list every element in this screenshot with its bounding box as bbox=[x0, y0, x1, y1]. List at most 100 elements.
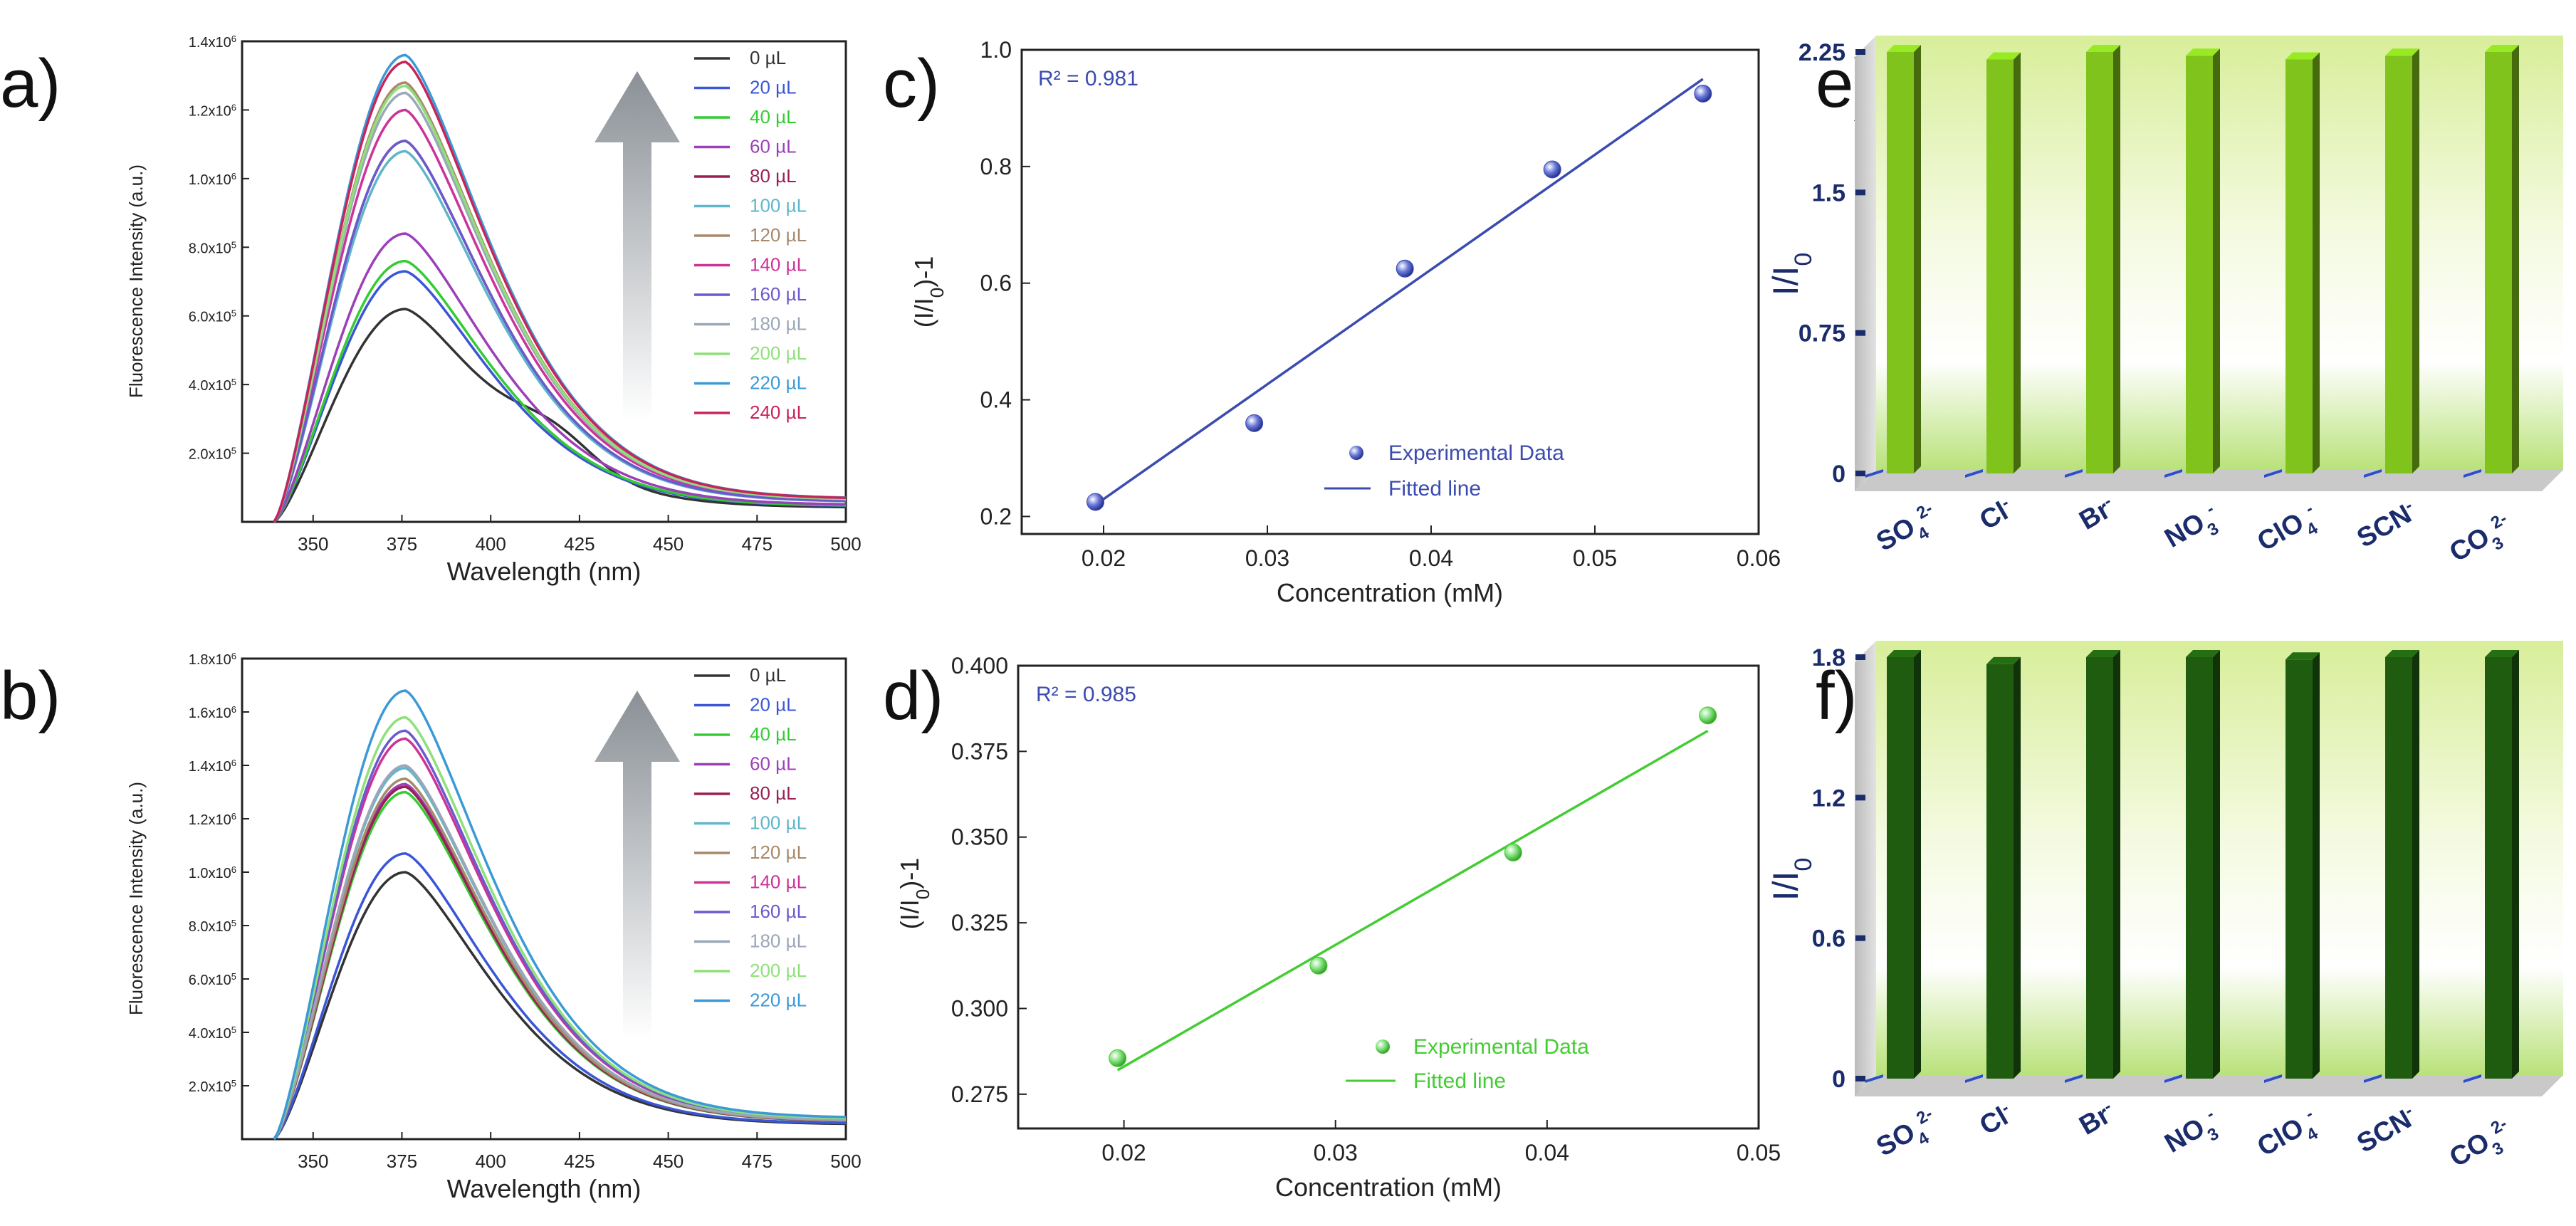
chart-d-point-1 bbox=[1309, 956, 1328, 975]
chart-d-x-tick-label-3: 0.05 bbox=[1737, 1140, 1781, 1165]
chart-d-x-axis-label: Concentration (mM) bbox=[1275, 1173, 1502, 1202]
chart-b-y-tick-label-6: 1.4x106 bbox=[189, 758, 236, 775]
chart-e-baseline-marker-5 bbox=[2364, 469, 2382, 478]
panel-letter-d: d) bbox=[883, 658, 943, 734]
chart-b-legend-label-10: 200 µL bbox=[750, 960, 807, 981]
chart-a-x-axis-label: Wavelength (nm) bbox=[447, 557, 642, 586]
chart-b-legend-label-4: 80 µL bbox=[750, 782, 797, 804]
chart-c-x-tick-label-0: 0.02 bbox=[1082, 545, 1126, 571]
chart-d-linear-fit: 0.02 0.03 0.04 0.05 0.275 0.300 0.325 0.350 0.37… bbox=[895, 653, 1781, 1202]
chart-b-legend-label-9: 180 µL bbox=[750, 931, 807, 952]
chart-f-y-tick-mark-2 bbox=[1855, 795, 1865, 801]
chart-e-y-tick-mark-1 bbox=[1855, 330, 1865, 336]
chart-f-bar-top-5 bbox=[2385, 650, 2419, 657]
chart-d-legend-line-label: Fitted line bbox=[1413, 1069, 1506, 1093]
chart-f-bar-side-1 bbox=[2014, 656, 2021, 1079]
chart-a-curves bbox=[273, 53, 847, 523]
chart-a-legend-label-10: 200 µL bbox=[750, 342, 807, 364]
chart-e-y-ticks: 0 0.75 1.5 2.25 bbox=[1799, 39, 1865, 488]
chart-d-r-squared: R² = 0.985 bbox=[1036, 683, 1136, 706]
chart-c-point-0 bbox=[1087, 493, 1104, 511]
chart-f-y-tick-label-2: 1.2 bbox=[1812, 785, 1845, 812]
chart-e-label-thiocyanate: SCN- bbox=[2352, 496, 2421, 554]
chart-b-x-tick-label-1: 375 bbox=[387, 1151, 417, 1172]
chart-b-y-ticks: 2.0x105 4.0x105 6.0x105 8.0x105 1.0x106 1.2x1… bbox=[189, 651, 249, 1095]
chart-b-legend-label-5: 100 µL bbox=[750, 812, 807, 834]
chart-c-legend-line-label: Fitted line bbox=[1388, 477, 1481, 501]
chart-b-x-tick-label-0: 350 bbox=[298, 1151, 328, 1172]
chart-e-baseline-marker-1 bbox=[1965, 469, 1983, 478]
chart-c-legend-point-icon bbox=[1349, 446, 1363, 460]
chart-c-fit-line bbox=[1094, 78, 1704, 506]
chart-c-legend: Experimental Data Fitted line bbox=[1324, 441, 1564, 501]
chart-d-y-tick-label-3: 0.350 bbox=[951, 824, 1008, 850]
chart-a-emission-spectra: 350 375 400 425 450 475 500 2.0x105 4.0x105 6.0x… bbox=[125, 33, 862, 587]
chart-c-y-tick-label-4: 1.0 bbox=[980, 37, 1012, 63]
chart-e-y-axis-label: I/I0 bbox=[1766, 253, 1817, 296]
chart-a-legend-label-1: 20 µL bbox=[750, 77, 797, 98]
chart-f-label-sulfate: SO42- bbox=[1871, 1104, 1946, 1169]
chart-b-x-tick-label-2: 400 bbox=[475, 1151, 506, 1172]
chart-d-fit-line bbox=[1116, 729, 1709, 1072]
chart-e-bar-top-6 bbox=[2485, 45, 2519, 52]
chart-f-baseline-marker-4 bbox=[2264, 1074, 2282, 1083]
chart-d-y-tick-label-1: 0.300 bbox=[951, 995, 1008, 1021]
chart-f-bar-top-6 bbox=[2485, 650, 2519, 657]
chart-f-y-tick-mark-1 bbox=[1855, 935, 1865, 941]
chart-c-marks bbox=[1087, 78, 1712, 511]
chart-a-x-tick-label-5: 475 bbox=[742, 533, 773, 555]
chart-d-point-0 bbox=[1109, 1049, 1127, 1067]
chart-a-legend-label-7: 140 µL bbox=[750, 254, 807, 276]
panel-letter-b: b) bbox=[0, 658, 61, 734]
chart-e-label-perchlorate: ClO4- bbox=[2252, 499, 2326, 564]
chart-e-bar-top-5 bbox=[2385, 48, 2419, 56]
chart-f-y-tick-label-0: 0 bbox=[1832, 1066, 1845, 1093]
chart-e-bar-top-0 bbox=[1887, 45, 1921, 52]
chart-a-x-ticks: 350 375 400 425 450 475 500 bbox=[298, 515, 862, 555]
chart-e-baseline-marker-2 bbox=[2065, 469, 2083, 478]
chart-f-label-nitrate: NO3- bbox=[2159, 1104, 2227, 1165]
chart-f-baseline-marker-0 bbox=[1865, 1074, 1883, 1083]
chart-e-bar-side-5 bbox=[2412, 48, 2419, 474]
chart-c-x-tick-label-1: 0.03 bbox=[1245, 545, 1289, 571]
chart-e-floor bbox=[1855, 470, 2563, 491]
chart-d-legend-point-icon bbox=[1376, 1039, 1390, 1054]
chart-b-x-tick-label-3: 425 bbox=[564, 1151, 595, 1172]
chart-b-emission-spectra: 350 375 400 425 450 475 500 2.0x105 4.0x105 6.0x… bbox=[125, 651, 862, 1204]
chart-e-category-labels: SO42- Cl- Br- NO3- ClO4- SCN- CO32- bbox=[1871, 491, 2520, 575]
chart-b-legend-label-2: 40 µL bbox=[750, 723, 797, 745]
chart-b-curve-10 bbox=[273, 716, 847, 1140]
chart-b-legend-label-0: 0 µL bbox=[750, 664, 786, 686]
chart-a-legend-label-4: 80 µL bbox=[750, 165, 797, 187]
chart-a-curve-12 bbox=[273, 61, 847, 523]
chart-f-y-tick-label-3: 1.8 bbox=[1812, 644, 1845, 671]
chart-e-selectivity-bars: 0 0.75 1.5 2.25 I/I0 SO42- Cl- Br- NO3- ClO… bbox=[1766, 36, 2563, 575]
chart-d-y-tick-label-2: 0.325 bbox=[951, 910, 1008, 936]
chart-a-x-tick-label-1: 375 bbox=[387, 533, 417, 555]
chart-b-legend-label-11: 220 µL bbox=[750, 990, 807, 1011]
chart-a-legend: 0 µL 20 µL 40 µL 60 µL 80 µL 100 µL 120 µL 140 … bbox=[694, 47, 807, 423]
chart-f-bar-side-0 bbox=[1914, 650, 1921, 1079]
chart-a-curve-2 bbox=[273, 259, 847, 523]
chart-d-ticks: 0.02 0.03 0.04 0.05 0.275 0.300 0.325 0.350 0.37… bbox=[951, 653, 1781, 1165]
chart-f-label-perchlorate: ClO4- bbox=[2252, 1104, 2326, 1169]
chart-b-legend-label-7: 140 µL bbox=[750, 871, 807, 893]
chart-a-x-tick-label-4: 450 bbox=[653, 533, 684, 555]
chart-a-y-axis-label: Fluorescence Intensity (a.u.) bbox=[125, 164, 147, 398]
chart-a-plot-frame bbox=[241, 40, 847, 523]
chart-d-y-axis-label: (I/I0)-1 bbox=[895, 858, 933, 929]
chart-a-y-tick-label-0: 2.0x105 bbox=[189, 445, 236, 463]
chart-f-label-bromide: Br- bbox=[2074, 1096, 2120, 1141]
chart-e-bar-2 bbox=[2086, 52, 2113, 473]
chart-a-legend-label-8: 160 µL bbox=[750, 283, 807, 305]
chart-f-bar-5 bbox=[2385, 657, 2412, 1079]
chart-b-curve-11 bbox=[273, 689, 847, 1140]
chart-b-legend: 0 µL 20 µL 40 µL 60 µL 80 µL 100 µL 120 µL 140 … bbox=[694, 664, 807, 1011]
chart-c-point-3 bbox=[1543, 160, 1561, 179]
chart-c-point-4 bbox=[1694, 84, 1712, 103]
chart-a-curve-9 bbox=[273, 91, 847, 523]
chart-b-legend-label-6: 120 µL bbox=[750, 842, 807, 863]
chart-a-x-tick-label-3: 425 bbox=[564, 533, 595, 555]
chart-e-bar-side-6 bbox=[2512, 45, 2519, 473]
